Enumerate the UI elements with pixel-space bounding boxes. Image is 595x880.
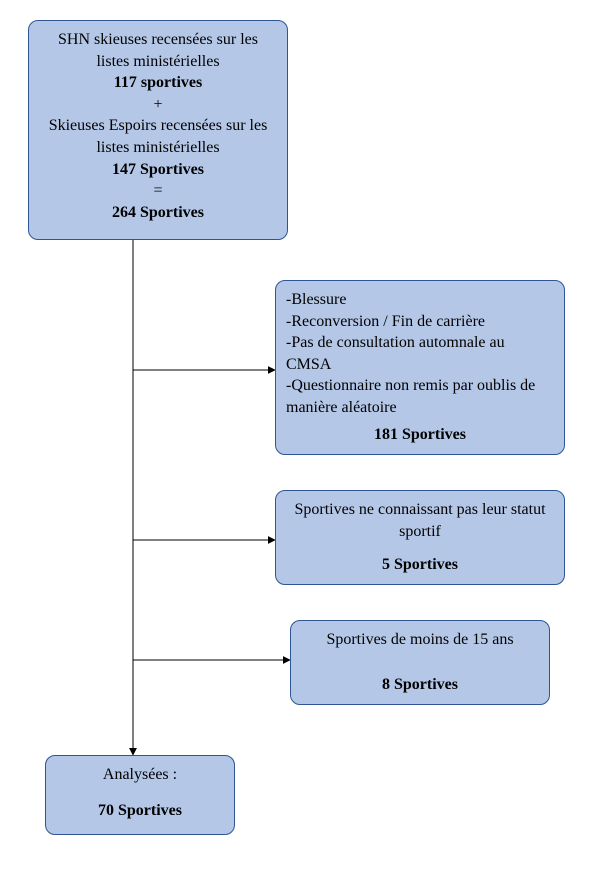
branch1-line4: CMSA <box>286 354 554 376</box>
start-line9: 264 Sportives <box>39 202 277 224</box>
node-branch1: -Blessure -Reconversion / Fin de carrièr… <box>275 280 565 455</box>
node-branch2: Sportives ne connaissant pas leur statut… <box>275 490 565 585</box>
end-count: 70 Sportives <box>56 800 224 822</box>
start-line2: listes ministérielles <box>39 51 277 73</box>
branch1-count: 181 Sportives <box>276 424 564 446</box>
start-line5: Skieuses Espoirs recensées sur les <box>39 115 277 137</box>
branch3-count: 8 Sportives <box>291 674 549 696</box>
flowchart-stage: SHN skieuses recensées sur les listes mi… <box>0 0 595 880</box>
branch1-line6: manière aléatoire <box>286 397 554 419</box>
branch1-line1: -Blessure <box>286 289 554 311</box>
node-branch3: Sportives de moins de 15 ans 8 Sportives <box>290 620 550 705</box>
start-line8: = <box>39 180 277 202</box>
end-line1: Analysées : <box>56 764 224 786</box>
branch3-line1: Sportives de moins de 15 ans <box>301 629 539 651</box>
start-line7: 147 Sportives <box>39 159 277 181</box>
node-end: Analysées : 70 Sportives <box>45 755 235 835</box>
branch2-count: 5 Sportives <box>276 554 564 576</box>
node-start: SHN skieuses recensées sur les listes mi… <box>28 20 288 240</box>
start-line6: listes ministérielles <box>39 137 277 159</box>
branch1-line2: -Reconversion / Fin de carrière <box>286 311 554 333</box>
start-line3: 117 sportives <box>39 72 277 94</box>
start-line1: SHN skieuses recensées sur les <box>39 29 277 51</box>
start-line4: + <box>39 94 277 116</box>
branch2-line1: Sportives ne connaissant pas leur statut <box>286 499 554 521</box>
branch1-line5: -Questionnaire non remis par oublis de <box>286 375 554 397</box>
branch2-line2: sportif <box>286 521 554 543</box>
branch1-line3: -Pas de consultation automnale au <box>286 332 554 354</box>
